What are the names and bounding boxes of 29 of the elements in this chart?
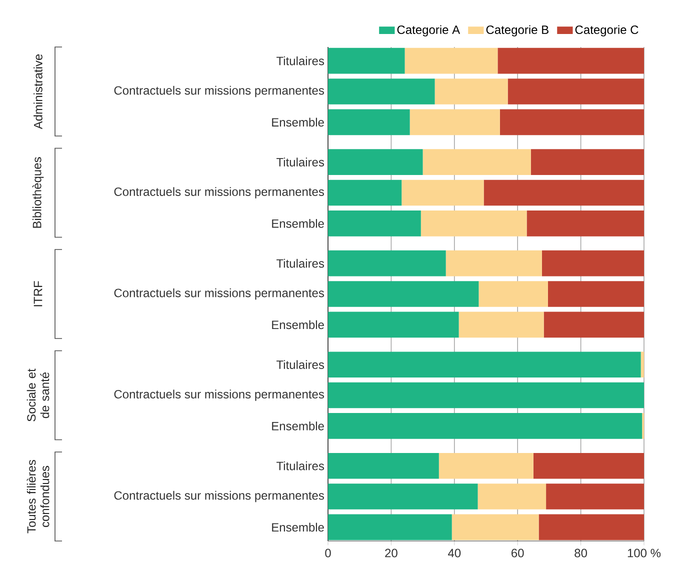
x-tick-label: 20 [385, 548, 398, 558]
y-tick-label: Ensemble [272, 219, 324, 228]
y-tick-label: Contractuels sur missions permanentes [114, 288, 324, 300]
text: ITRF [34, 281, 42, 306]
legend-label: Categorie B [486, 25, 548, 36]
y-tick-label: Contractuels sur missions permanentes [114, 86, 324, 98]
y-tick-label: Titulaires [276, 56, 324, 66]
x-tick-label: 60 [512, 548, 524, 558]
x-tick-label: 100 % [628, 548, 661, 558]
y-tick-label: Ensemble [272, 422, 324, 430]
y-tick-label: Ensemble [272, 522, 324, 532]
y-tick-label: Contractuels sur missions permanentes [114, 390, 324, 401]
y-tick-label: Titulaires [276, 158, 324, 166]
x-tick-label: 80 [574, 548, 588, 558]
text: Bibliothèques [32, 157, 44, 228]
x-tick-label: 40 [448, 548, 461, 558]
y-tick-label: Contractuels sur missions permanentes [114, 490, 324, 502]
text: Administrative [34, 54, 42, 130]
y-tick-label: Titulaires [276, 461, 324, 470]
text: Sociale et de santé [26, 368, 50, 422]
legend-label: Categorie C [575, 25, 638, 36]
y-tick-label: Ensemble [272, 320, 324, 330]
x-tick-label: 0 [325, 548, 331, 558]
y-tick-label: Contractuels sur missions permanentes [114, 187, 324, 198]
y-tick-label: Ensemble [272, 118, 324, 127]
text: Toutes filières confondues [26, 460, 50, 534]
legend-label: Categorie A [397, 25, 460, 36]
y-tick-label: Titulaires [276, 258, 324, 268]
y-tick-label: Titulaires [276, 360, 324, 369]
